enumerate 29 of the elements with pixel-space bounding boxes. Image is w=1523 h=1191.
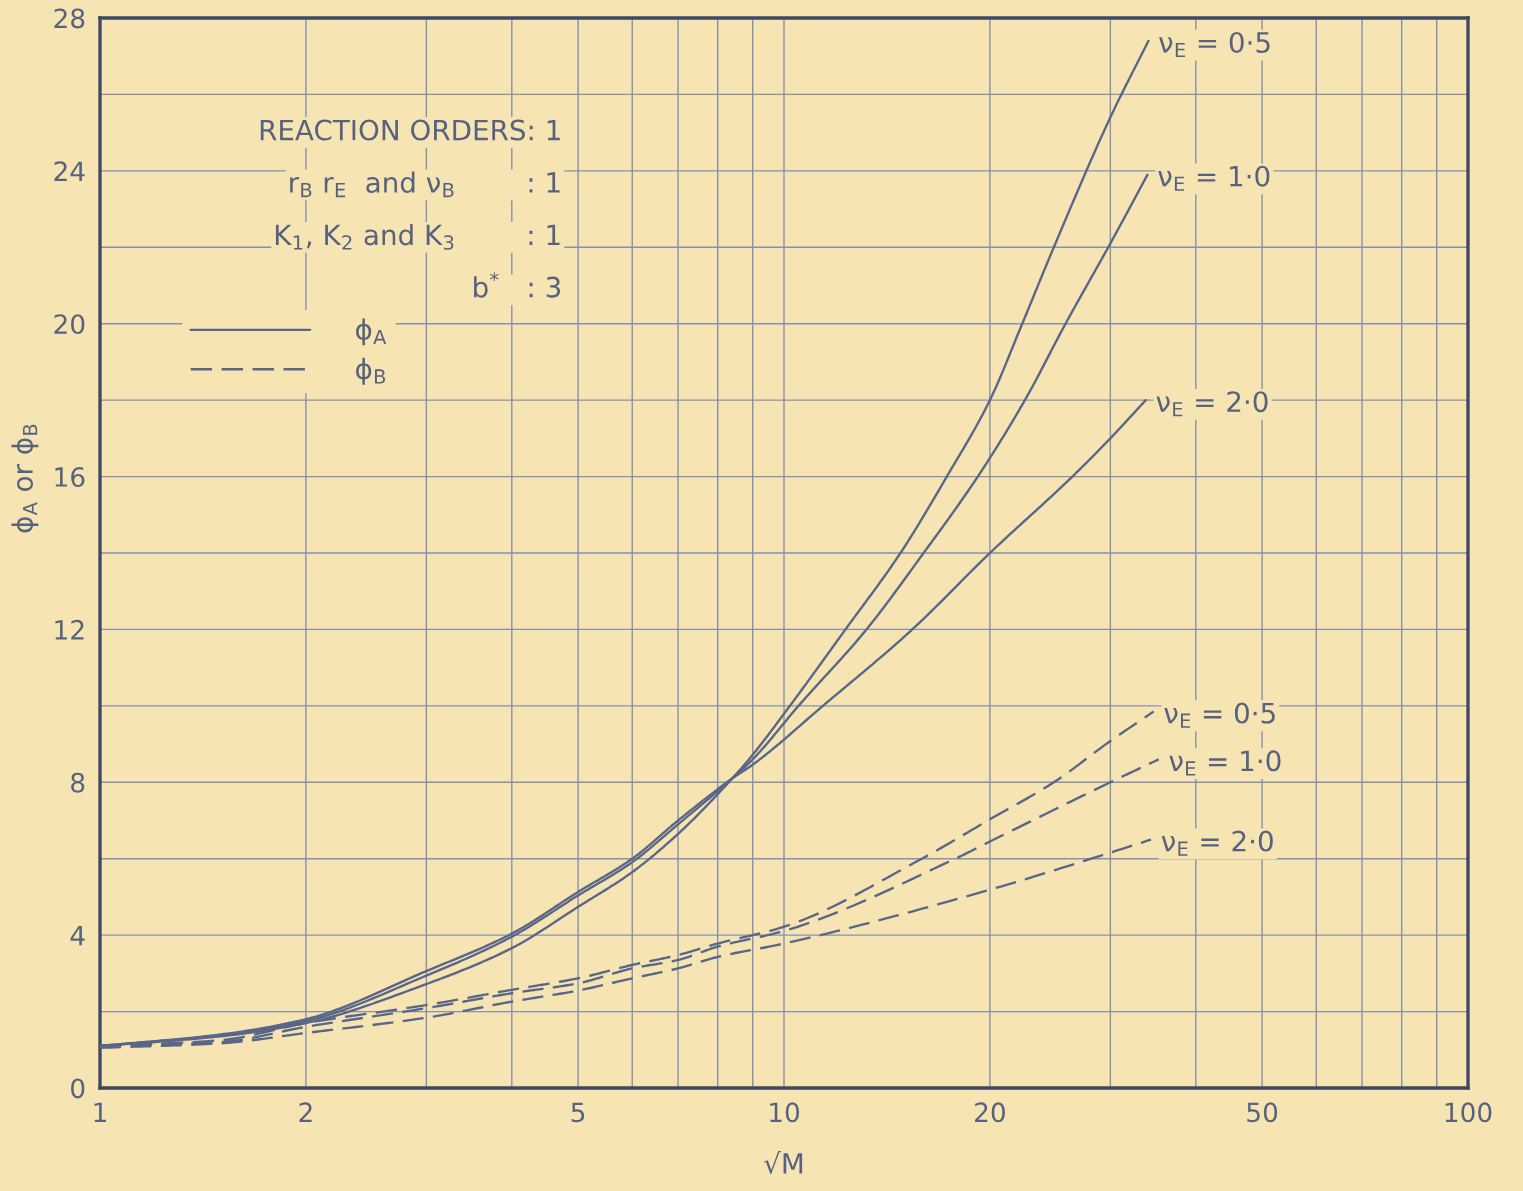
annotation: ν$_{E}$ = 0·5 (1164, 702, 1275, 728)
x-tick-label: 100 (1445, 1102, 1492, 1123)
x-tick-label: 5 (571, 1102, 585, 1123)
text: b$^{*}$ : 3 (474, 272, 561, 298)
y-tick-label: 16 (55, 467, 85, 487)
text: r$_{B}$ r$_{E}$ and ν$_{B}$ : 1 (290, 171, 560, 198)
annotation: ν$_{E}$ = 1·0 (1169, 750, 1281, 776)
y-tick-label: 4 (70, 925, 85, 946)
annotation: ν$_{E}$ = 1·0 (1158, 165, 1270, 191)
y-tick-label: 0 (71, 1078, 85, 1099)
y-tick-label: 20 (54, 314, 85, 335)
legend-label: ϕ$_{A}$ (356, 318, 387, 346)
y-axis-title: ϕ$_{A}$ or ϕ$_{B}$ (11, 424, 39, 533)
text: K$_{1}$, K$_{2}$ and K$_{3}$ : 1 (275, 223, 560, 250)
y-tick-label: 24 (54, 161, 85, 181)
annotation: ν$_{E}$ = 2·0 (1161, 830, 1273, 856)
x-tick-label: 10 (770, 1102, 800, 1123)
annotation: ν$_{E}$ = 0·5 (1159, 31, 1270, 58)
legend-label: ϕ$_{B}$ (356, 357, 386, 385)
y-tick-label: 12 (55, 619, 84, 640)
x-tick-label: 50 (1247, 1102, 1278, 1123)
x-tick-label: 1 (94, 1102, 106, 1122)
x-axis-title: √M (764, 1151, 803, 1175)
annotation: REACTION ORDERS: 1 (260, 119, 560, 141)
y-tick-label: 8 (71, 772, 85, 793)
y-tick-label: 28 (54, 8, 85, 29)
x-tick-label: 2 (299, 1102, 312, 1122)
x-tick-label: 20 (975, 1102, 1005, 1123)
annotation: ν$_{E}$ = 2·0 (1156, 391, 1268, 417)
